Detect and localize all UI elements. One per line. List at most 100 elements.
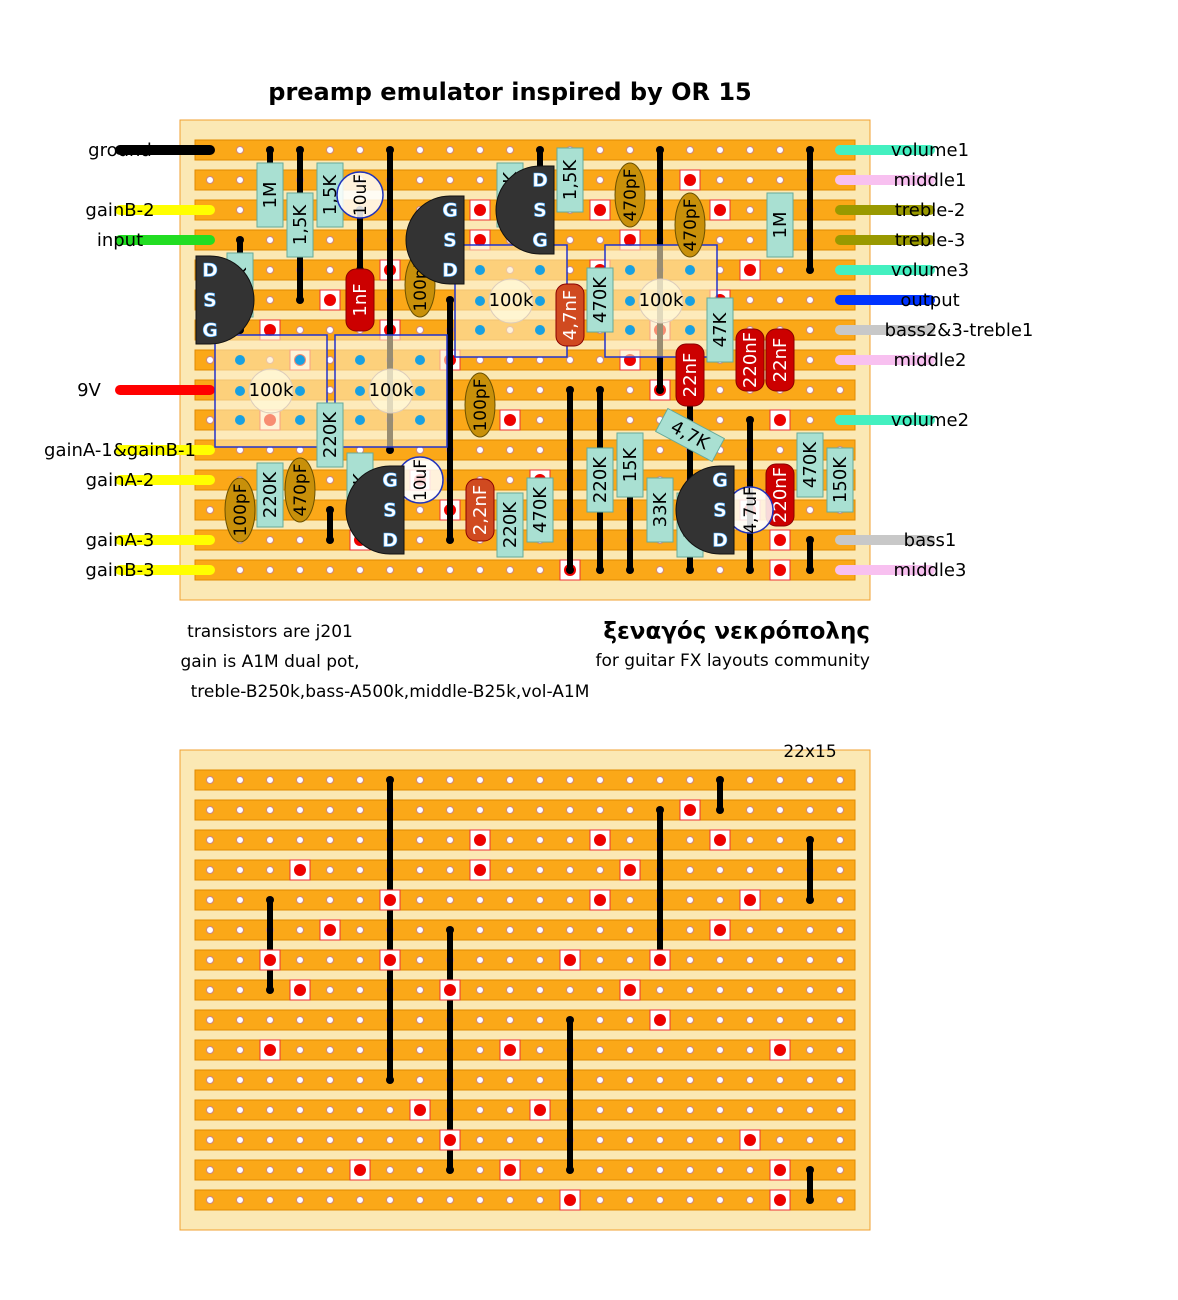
transistor-pin: S xyxy=(533,200,547,222)
wire-label: gainA-2 xyxy=(86,470,155,491)
hole xyxy=(566,236,574,244)
hole xyxy=(266,1196,274,1204)
wire-label: gainB-2 xyxy=(85,200,154,221)
hole xyxy=(356,776,364,784)
hole xyxy=(416,506,424,514)
hole xyxy=(416,176,424,184)
hole xyxy=(416,866,424,874)
hole xyxy=(326,476,334,484)
cut-mark xyxy=(594,894,606,906)
resistor: 150K xyxy=(826,447,854,513)
hole xyxy=(776,926,784,934)
hole xyxy=(506,986,514,994)
resistor-label: 1,5K xyxy=(320,174,341,216)
ceramic-cap-body xyxy=(284,457,316,523)
hole xyxy=(686,866,694,874)
hole xyxy=(836,1046,844,1054)
strip xyxy=(194,1039,856,1061)
hole xyxy=(266,1136,274,1144)
hole xyxy=(506,776,514,784)
hole xyxy=(836,836,844,844)
hole xyxy=(326,1136,334,1144)
pot-pin xyxy=(625,296,635,306)
hole xyxy=(566,806,574,814)
hole xyxy=(206,806,214,814)
hole xyxy=(326,1076,334,1084)
resistor: 470K xyxy=(586,267,614,333)
strip xyxy=(194,889,856,911)
ceramic-cap-body xyxy=(674,192,706,258)
ceramic-cap-label: 470pF xyxy=(681,198,701,251)
transistor-pin: G xyxy=(442,200,458,222)
hole xyxy=(206,956,214,964)
hole xyxy=(536,1076,544,1084)
hole xyxy=(716,956,724,964)
hole xyxy=(746,206,754,214)
strip xyxy=(194,949,856,971)
wire-label: treble-3 xyxy=(895,230,966,251)
hole xyxy=(296,1196,304,1204)
film-cap-label: 1nF xyxy=(350,283,371,316)
hole xyxy=(596,1106,604,1114)
ceramic-cap: 470pF xyxy=(284,457,316,523)
pot-pin xyxy=(475,265,485,275)
strip xyxy=(194,139,856,161)
hole xyxy=(536,1136,544,1144)
hole xyxy=(536,566,544,574)
hole xyxy=(716,566,724,574)
hole xyxy=(686,926,694,934)
strip xyxy=(194,1009,856,1031)
hole xyxy=(236,206,244,214)
resistor: 47K xyxy=(706,297,734,363)
wire-label: ground xyxy=(88,140,152,161)
hole xyxy=(506,476,514,484)
note: transistors are j201 xyxy=(187,622,353,642)
hole xyxy=(716,896,724,904)
cut-mark xyxy=(474,864,486,876)
hole xyxy=(206,1136,214,1144)
hole xyxy=(806,356,814,364)
hole xyxy=(656,1166,664,1174)
cut-mark xyxy=(564,1194,576,1206)
film-cap: 1nF xyxy=(345,268,375,332)
pot-pin xyxy=(475,296,485,306)
hole xyxy=(716,1016,724,1024)
hole xyxy=(356,1016,364,1024)
hole xyxy=(266,806,274,814)
hole xyxy=(716,386,724,394)
hole xyxy=(416,986,424,994)
hole xyxy=(806,1016,814,1024)
hole xyxy=(326,266,334,274)
wire-label: gainA-3 xyxy=(86,530,155,551)
hole xyxy=(536,956,544,964)
cut-mark xyxy=(654,954,666,966)
hole xyxy=(596,776,604,784)
wire-label: output xyxy=(900,290,959,311)
hole xyxy=(746,806,754,814)
hole xyxy=(596,866,604,874)
hole xyxy=(746,1106,754,1114)
hole xyxy=(416,1046,424,1054)
hole xyxy=(626,1046,634,1054)
hole xyxy=(686,1046,694,1054)
hole xyxy=(776,296,784,304)
resistor: 220K xyxy=(496,492,524,558)
hole xyxy=(716,1136,724,1144)
hole xyxy=(836,926,844,934)
hole xyxy=(326,566,334,574)
pot-pin xyxy=(685,296,695,306)
resistor: 470K xyxy=(796,432,824,498)
resistor: 1,5K xyxy=(316,162,344,228)
hole xyxy=(476,566,484,574)
hole xyxy=(296,1016,304,1024)
hole xyxy=(626,386,634,394)
jumper-end xyxy=(806,896,814,904)
hole xyxy=(806,1046,814,1054)
hole xyxy=(566,356,574,364)
pot-pin xyxy=(235,355,245,365)
film-cap: 22nF xyxy=(675,343,705,407)
hole xyxy=(626,1016,634,1024)
hole xyxy=(266,866,274,874)
hole xyxy=(776,806,784,814)
resistor: 15K xyxy=(616,432,644,498)
